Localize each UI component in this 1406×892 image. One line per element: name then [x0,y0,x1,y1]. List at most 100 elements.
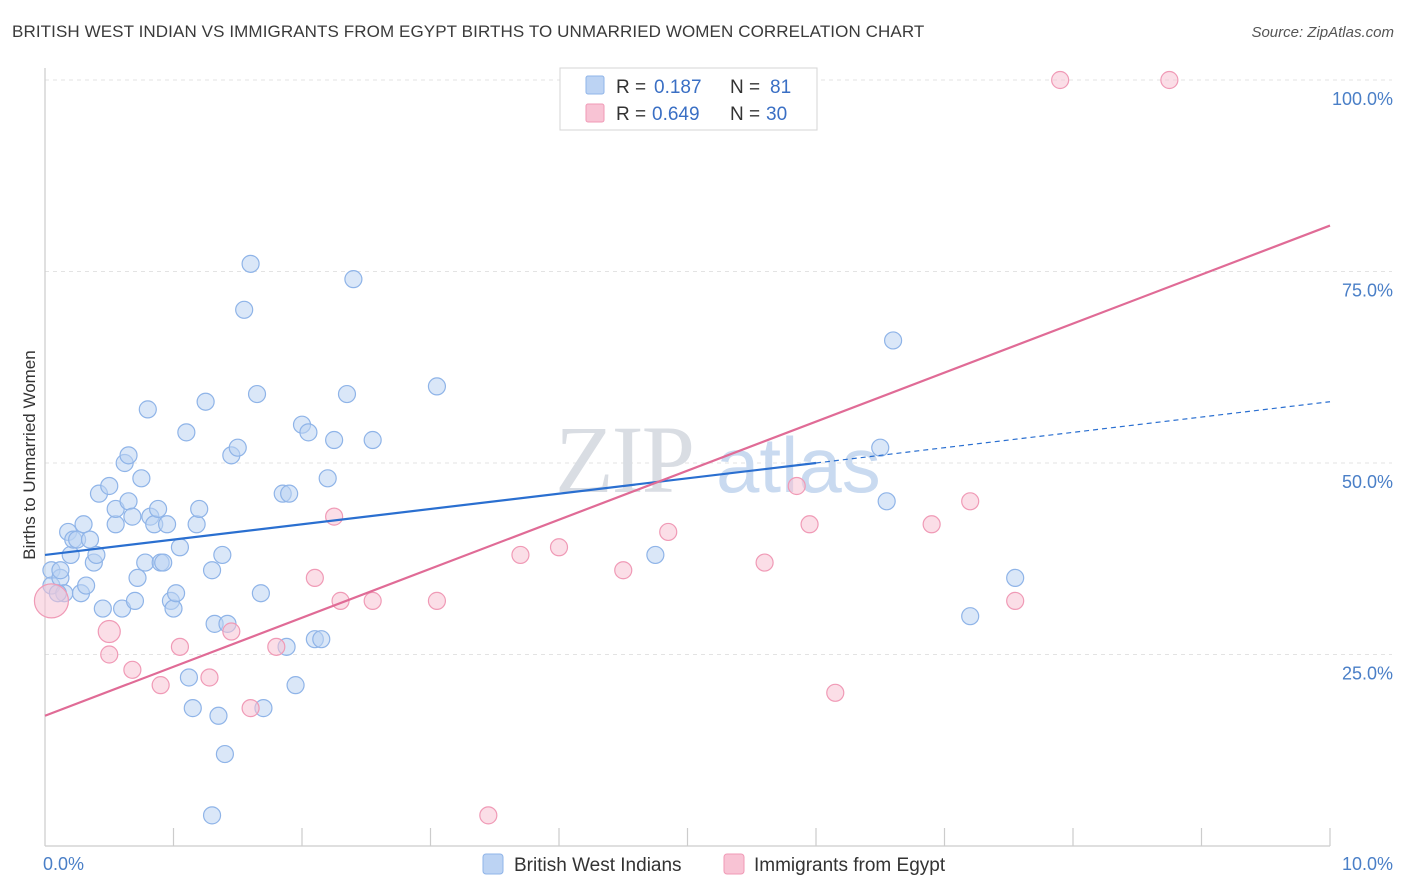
point-immigrants-from-egypt-5 [170,637,190,656]
y-tick-label-0: 25.0% [1342,664,1393,684]
watermark-zip: ZIP [555,406,693,513]
point-immigrants-from-egypt-16 [511,545,530,565]
legend-label-immigrants-from-egypt: Immigrants from Egypt [754,855,946,876]
point-british-west-indians-60 [280,484,299,503]
point-british-west-indians-41 [183,699,202,718]
point-british-west-indians-10 [74,515,93,534]
point-british-west-indians-17 [106,515,125,534]
legend-n-label-1: N = [730,104,760,125]
point-immigrants-from-egypt-0 [33,583,70,619]
legend-swatch-pink [585,103,605,123]
point-immigrants-from-egypt-22 [800,515,819,534]
legend-swatch-immigrants-from-egypt [723,853,745,875]
legend-swatch-blue [585,75,605,95]
point-british-west-indians-45 [202,561,222,580]
source-label: Source: ZipAtlas.com [1251,24,1394,41]
point-immigrants-from-egypt-7 [222,622,241,641]
point-immigrants-from-egypt-10 [305,568,324,588]
point-british-west-indians-74 [871,438,890,457]
chart-title: BRITISH WEST INDIAN VS IMMIGRANTS FROM E… [12,22,925,41]
point-immigrants-from-egypt-8 [241,699,260,718]
point-british-west-indians-6 [61,545,80,565]
point-british-west-indians-15 [93,599,112,618]
point-british-west-indians-54 [241,254,260,273]
point-british-west-indians-73 [646,545,665,565]
y-tick-label-3: 100.0% [1332,89,1393,109]
y-tick-label-1: 50.0% [1342,472,1393,492]
point-british-west-indians-61 [286,676,305,695]
point-immigrants-from-egypt-6 [200,668,219,687]
point-british-west-indians-70 [363,430,382,450]
point-british-west-indians-52 [228,438,247,457]
point-british-west-indians-56 [251,584,270,603]
trend-lines [44,224,1331,717]
point-immigrants-from-egypt-21 [787,476,806,496]
point-immigrants-from-egypt-1 [97,619,121,644]
y-tick-label-2: 75.0% [1342,281,1393,301]
point-british-west-indians-22 [119,446,138,465]
point-british-west-indians-53 [235,300,254,319]
point-immigrants-from-egypt-27 [1051,70,1070,90]
point-british-west-indians-40 [179,668,199,687]
point-british-west-indians-44 [196,392,215,411]
legend-label-british-west-indians: British West Indians [514,855,682,876]
point-british-west-indians-49 [215,744,234,764]
point-british-west-indians-55 [247,384,267,404]
point-british-west-indians-16 [100,476,119,496]
point-british-west-indians-38 [170,538,190,557]
point-british-west-indians-34 [157,515,177,534]
tick-labels: 25.0% 50.0% 75.0% 100.0% 0.0% 10.0% [43,89,1393,874]
point-british-west-indians-31 [148,499,168,519]
x-tick-label-0: 0.0% [43,854,84,874]
point-british-west-indians-21 [119,492,138,511]
legend-r-label-1: R = [616,104,646,125]
point-british-west-indians-67 [325,430,344,450]
legend-n-label-0: N = [730,77,760,98]
point-british-west-indians-63 [299,423,318,442]
point-immigrants-from-egypt-3 [123,660,142,679]
point-british-west-indians-43 [190,499,209,519]
x-tick-label-1: 10.0% [1342,854,1393,874]
point-british-west-indians-27 [136,553,155,572]
legend-swatch-british-west-indians [482,853,504,875]
point-british-west-indians-39 [177,423,196,442]
point-immigrants-from-egypt-9 [267,637,286,656]
point-british-west-indians-47 [209,706,228,725]
legend-r-value-1: 0.649 [652,104,700,125]
axes [44,68,1331,847]
point-british-west-indians-66 [318,469,337,488]
series-legend: British West Indians Immigrants from Egy… [482,853,946,876]
legend-r-value-0: 0.187 [654,77,702,98]
point-immigrants-from-egypt-19 [659,522,678,542]
point-british-west-indians-48 [213,545,232,565]
stats-legend: R = 0.187 N = 81 R = 0.649 N = 30 [559,67,818,131]
data-points [33,70,1179,825]
point-british-west-indians-37 [166,584,186,603]
point-british-west-indians-11 [80,530,100,549]
point-british-west-indians-25 [128,568,147,588]
point-british-west-indians-77 [961,607,980,626]
point-immigrants-from-egypt-15 [479,806,498,825]
point-british-west-indians-36 [164,599,183,618]
point-british-west-indians-80 [77,576,96,595]
point-immigrants-from-egypt-14 [427,591,447,610]
point-british-west-indians-28 [138,400,157,419]
point-british-west-indians-76 [883,331,903,350]
point-immigrants-from-egypt-13 [363,591,382,610]
point-british-west-indians-69 [344,270,363,289]
trend-line-extension-0 [815,401,1331,464]
point-immigrants-from-egypt-25 [961,492,980,511]
point-british-west-indians-78 [1006,568,1025,588]
point-british-west-indians-3 [51,561,70,580]
gridlines [45,79,1392,655]
point-british-west-indians-24 [125,591,145,610]
point-immigrants-from-egypt-4 [151,676,170,695]
point-immigrants-from-egypt-17 [549,538,569,557]
point-british-west-indians-23 [123,507,142,526]
point-immigrants-from-egypt-24 [922,515,941,534]
point-british-west-indians-42 [187,515,206,534]
point-british-west-indians-65 [312,630,331,649]
point-british-west-indians-71 [427,377,447,396]
point-british-west-indians-33 [154,553,173,572]
